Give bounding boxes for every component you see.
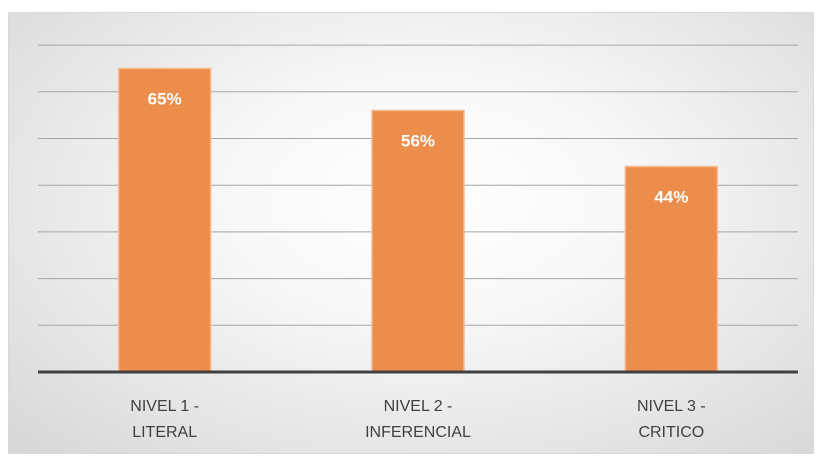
x-tick-label-2: NIVEL 2 - INFERENCIAL [365,398,471,441]
bar-1 [117,67,212,373]
x-tick-label-line: NIVEL 3 - [637,398,706,415]
x-tick-label-line: CRITICO [638,424,704,441]
x-tick-label-line: NIVEL 2 - [384,398,453,415]
data-label-2: 56% [401,131,435,150]
data-label-1: 65% [148,89,182,108]
x-tick-label-3: NIVEL 3 - CRITICO [637,398,706,441]
bars: 65% 56% 44% [117,67,719,373]
x-tick-label-line: LITERAL [132,424,197,441]
data-label-3: 44% [654,188,688,207]
x-tick-label-line: INFERENCIAL [365,424,471,441]
x-tick-label-1: NIVEL 1 - LITERAL [130,398,199,441]
bar-3 [624,165,719,373]
x-tick-label-line: NIVEL 1 - [130,398,199,415]
bar-2 [371,109,465,373]
